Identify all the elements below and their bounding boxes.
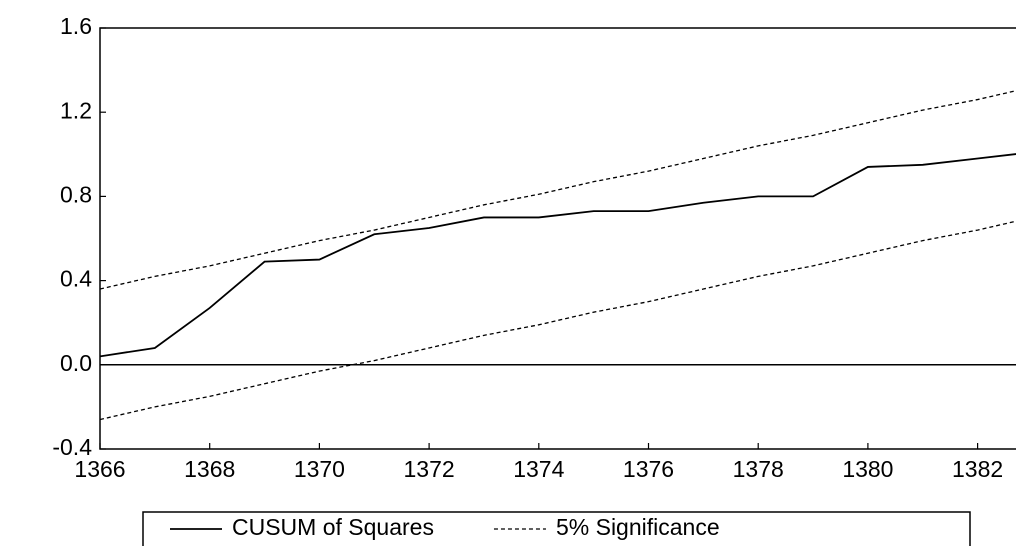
series-line xyxy=(100,220,1016,421)
legend-label: CUSUM of Squares xyxy=(232,514,434,540)
y-tick-label: 1.6 xyxy=(60,13,92,39)
legend-box xyxy=(142,511,971,546)
series-line xyxy=(100,90,1016,290)
series-line xyxy=(100,153,1016,358)
x-tick-label: 1380 xyxy=(842,456,893,482)
y-tick-label: 0.8 xyxy=(60,181,92,207)
plot-area xyxy=(100,90,1016,421)
x-tick-label: 1376 xyxy=(623,456,674,482)
x-tick-label: 1378 xyxy=(733,456,784,482)
x-tick-label: 1374 xyxy=(513,456,564,482)
x-tick-label: 1370 xyxy=(294,456,345,482)
legend-label: 5% Significance xyxy=(556,514,720,540)
x-tick-label: 1366 xyxy=(74,456,125,482)
x-tick-label: 1372 xyxy=(404,456,455,482)
y-tick-label: 0.4 xyxy=(60,266,92,292)
y-tick-label: 0.0 xyxy=(60,350,92,376)
x-tick-label: 1368 xyxy=(184,456,235,482)
plot-frame xyxy=(99,27,1016,450)
y-tick-label: 1.2 xyxy=(60,97,92,123)
x-tick-label: 1382 xyxy=(952,456,1003,482)
y-tick-label: -0.4 xyxy=(52,434,92,460)
